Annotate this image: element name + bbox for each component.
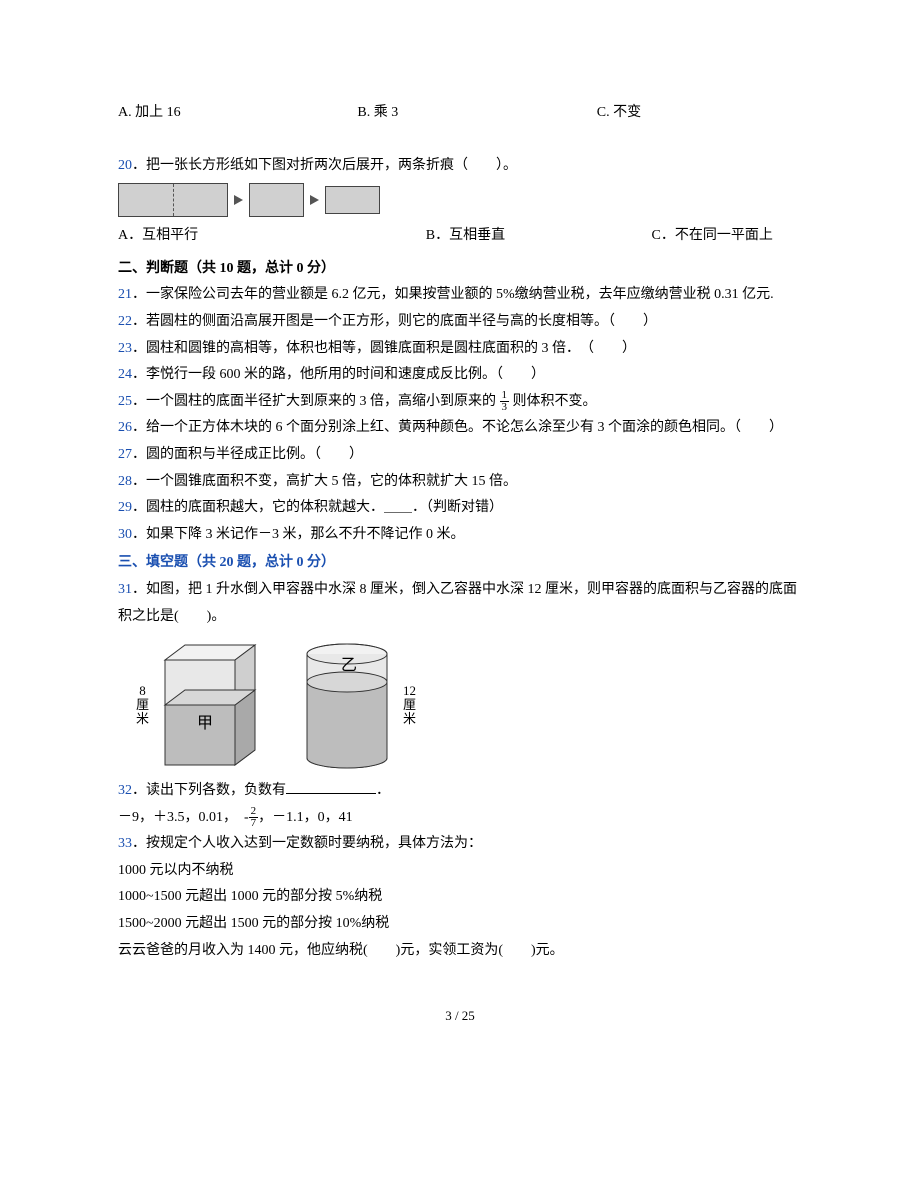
option-c: C．不在同一平面上 — [652, 223, 802, 250]
arrow-right-icon — [234, 195, 243, 205]
spacer — [118, 133, 802, 153]
question-24: 24．李悦行一段 600 米的路，他所用的时间和速度成反比例。（ ） — [118, 362, 802, 389]
question-21: 21．一家保险公司去年的营业额是 6.2 亿元，如果按营业额的 5%缴纳营业税，… — [118, 282, 802, 309]
number-list-part1: －9，＋3.5，0.01， - — [118, 810, 249, 825]
question-number: 33 — [118, 836, 132, 851]
question-29: 29．圆柱的底面积越大，它的体积就越大．＿＿．（判断对错） — [118, 495, 802, 522]
question-number: 26 — [118, 420, 132, 435]
question-22: 22．若圆柱的侧面沿高展开图是一个正方形，则它的底面半径与高的长度相等。（ ） — [118, 309, 802, 336]
question-number: 24 — [118, 367, 132, 382]
question-number: 30 — [118, 527, 132, 542]
question-number: 23 — [118, 341, 132, 356]
options-row: A. 加上 16 B. 乘 3 C. 不变 — [118, 100, 802, 127]
question-text: ．若圆柱的侧面沿高展开图是一个正方形，则它的底面半径与高的长度相等。（ ） — [132, 314, 657, 329]
cylinder-icon: 乙 — [297, 640, 397, 770]
label-jia-char: 甲 — [197, 715, 213, 732]
question-text: ．圆柱的底面积越大，它的体积就越大．＿＿．（判断对错） — [132, 500, 503, 515]
page-footer: 3 / 25 — [118, 1004, 802, 1029]
question-33-line3: 1500~2000 元超出 1500 元的部分按 10%纳税 — [118, 911, 802, 938]
question-31: 31．如图，把 1 升水倒入甲容器中水深 8 厘米，倒入乙容器中水深 12 厘米… — [118, 577, 802, 630]
container-yi-wrap: 乙 12 厘 米 — [297, 640, 416, 770]
option-c: C. 不变 — [597, 100, 802, 127]
fold-rect-medium — [249, 183, 304, 217]
question-number: 32 — [118, 783, 132, 798]
question-number: 29 — [118, 500, 132, 515]
fraction-two-sevenths: 27 — [249, 806, 259, 829]
label-unit2: 米 — [403, 712, 416, 726]
label-unit: 厘 — [403, 698, 416, 712]
question-27: 27．圆的面积与半径成正比例。（ ） — [118, 442, 802, 469]
container-jia-wrap: 8 厘 米 甲 — [136, 640, 265, 770]
label-yi-char: 乙 — [341, 657, 357, 674]
question-text: ．如图，把 1 升水倒入甲容器中水深 8 厘米，倒入乙容器中水深 12 厘米，则… — [118, 582, 797, 624]
options-row: A．互相平行 B．互相垂直 C．不在同一平面上 — [118, 223, 802, 250]
cuboid-icon: 甲 — [155, 640, 265, 770]
question-number: 22 — [118, 314, 132, 329]
arrow-right-icon — [310, 195, 319, 205]
question-23: 23．圆柱和圆锥的高相等，体积也相等，圆锥底面积是圆柱底面积的 3 倍． （ ） — [118, 336, 802, 363]
question-text-part1: ．一个圆柱的底面半径扩大到原来的 3 倍，高缩小到原来的 — [132, 394, 496, 409]
section-header-judge: 二、判断题（共 10 题，总计 0 分） — [118, 256, 802, 283]
question-32-list: －9，＋3.5，0.01， -27，－1.1，0，41 — [118, 805, 802, 832]
option-a: A. 加上 16 — [118, 100, 357, 127]
fill-blank[interactable] — [286, 780, 376, 794]
question-33-line1: 1000 元以内不纳税 — [118, 858, 802, 885]
containers-diagram: 8 厘 米 甲 乙 — [136, 640, 802, 770]
question-26: 26．给一个正方体木块的 6 个面分别涂上红、黄两种颜色。不论怎么涂至少有 3 … — [118, 415, 802, 442]
question-number: 20 — [118, 158, 132, 173]
question-text: ．把一张长方形纸如下图对折两次后展开，两条折痕（ ）。 — [132, 158, 517, 173]
fraction-one-third: 13 — [500, 390, 510, 413]
question-30: 30．如果下降 3 米记作－3 米，那么不升不降记作 0 米。 — [118, 522, 802, 549]
question-number: 28 — [118, 474, 132, 489]
label-value: 8 — [139, 684, 146, 698]
section-header-fill: 三、填空题（共 20 题，总计 0 分） — [118, 550, 802, 577]
question-text: ．一个圆锥底面积不变，高扩大 5 倍，它的体积就扩大 15 倍。 — [132, 474, 517, 489]
question-text: ．圆柱和圆锥的高相等，体积也相等，圆锥底面积是圆柱底面积的 3 倍． （ ） — [132, 341, 636, 356]
question-text: ．如果下降 3 米记作－3 米，那么不升不降记作 0 米。 — [132, 527, 465, 542]
question-text: ．李悦行一段 600 米的路，他所用的时间和速度成反比例。（ ） — [132, 367, 545, 382]
question-text-part2: 则体积不变。 — [513, 394, 597, 409]
fold-rect-large — [118, 183, 228, 217]
question-number: 21 — [118, 287, 132, 302]
label-unit2: 米 — [136, 712, 149, 726]
question-text: ．读出下列各数，负数有 — [132, 783, 286, 798]
question-number: 31 — [118, 582, 132, 597]
label-value: 12 — [403, 684, 416, 698]
fold-rect-small — [325, 186, 380, 214]
question-33-line4: 云云爸爸的月收入为 1400 元，他应纳税( )元，实领工资为( )元。 — [118, 938, 802, 965]
question-text: ．按规定个人收入达到一定数额时要纳税，具体方法为： — [132, 836, 482, 851]
question-number: 25 — [118, 394, 132, 409]
question-33-line2: 1000~1500 元超出 1000 元的部分按 5%纳税 — [118, 884, 802, 911]
number-list-part2: ，－1.1，0，41 — [258, 810, 353, 825]
question-text: ．圆的面积与半径成正比例。（ ） — [132, 447, 363, 462]
label-unit: 厘 — [136, 698, 149, 712]
question-28: 28．一个圆锥底面积不变，高扩大 5 倍，它的体积就扩大 15 倍。 — [118, 469, 802, 496]
question-text: ．给一个正方体木块的 6 个面分别涂上红、黄两种颜色。不论怎么涂至少有 3 个面… — [132, 420, 783, 435]
height-label-jia: 8 厘 米 — [136, 684, 149, 727]
height-label-yi: 12 厘 米 — [403, 684, 416, 727]
question-number: 27 — [118, 447, 132, 462]
question-suffix: ． — [376, 783, 390, 798]
option-b: B．互相垂直 — [426, 223, 652, 250]
option-a: A．互相平行 — [118, 223, 426, 250]
question-20: 20．把一张长方形纸如下图对折两次后展开，两条折痕（ ）。 — [118, 153, 802, 180]
question-25: 25．一个圆柱的底面半径扩大到原来的 3 倍，高缩小到原来的 13 则体积不变。 — [118, 389, 802, 416]
question-text: ．一家保险公司去年的营业额是 6.2 亿元，如果按营业额的 5%缴纳营业税，去年… — [132, 287, 774, 302]
fold-diagram — [118, 183, 802, 217]
question-33: 33．按规定个人收入达到一定数额时要纳税，具体方法为： — [118, 831, 802, 858]
option-b: B. 乘 3 — [357, 100, 596, 127]
question-32: 32．读出下列各数，负数有 ． — [118, 778, 802, 805]
